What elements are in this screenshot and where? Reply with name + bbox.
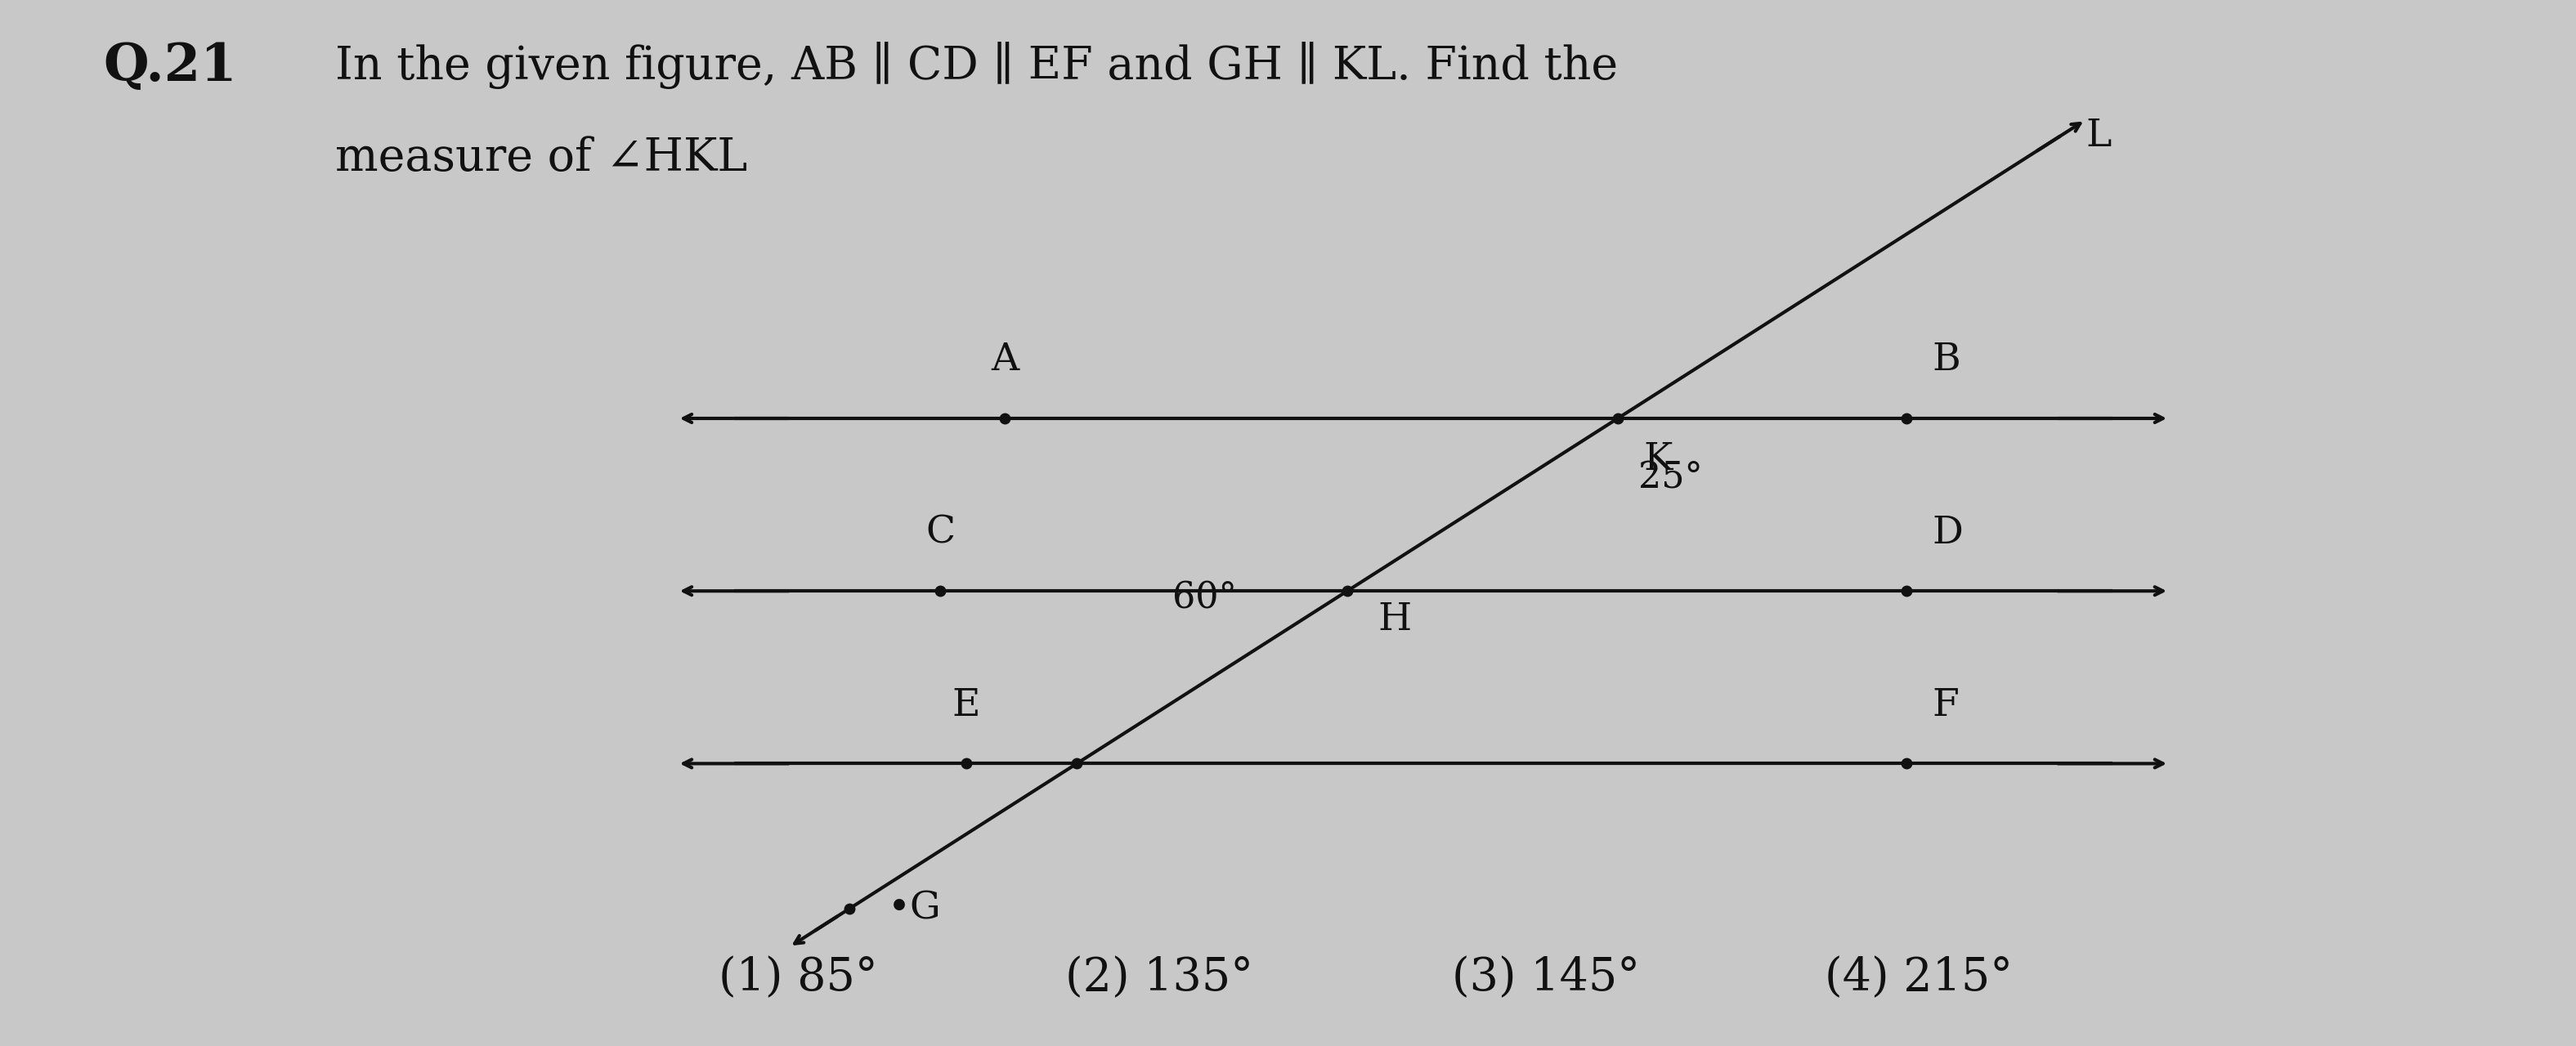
- Text: Q.21: Q.21: [103, 42, 237, 92]
- Text: E: E: [953, 687, 979, 724]
- Text: (4) 215°: (4) 215°: [1826, 956, 2012, 1000]
- Text: B: B: [1932, 342, 1960, 379]
- Text: measure of ∠HKL: measure of ∠HKL: [335, 136, 747, 181]
- Text: 25°: 25°: [1638, 460, 1703, 496]
- Text: K: K: [1643, 441, 1672, 478]
- Text: 60°: 60°: [1172, 581, 1236, 616]
- Text: •G: •G: [889, 890, 940, 928]
- Text: H: H: [1378, 601, 1412, 638]
- Text: C: C: [925, 515, 956, 551]
- Text: In the given figure, AB ∥ CD ∥ EF and GH ∥ KL. Find the: In the given figure, AB ∥ CD ∥ EF and GH…: [335, 42, 1618, 89]
- Text: F: F: [1932, 687, 1958, 724]
- Text: L: L: [2087, 117, 2112, 155]
- Text: A: A: [992, 342, 1018, 379]
- Text: (2) 135°: (2) 135°: [1066, 956, 1252, 1000]
- Text: (1) 85°: (1) 85°: [719, 956, 878, 1000]
- Text: (3) 145°: (3) 145°: [1453, 956, 1638, 1000]
- Text: D: D: [1932, 515, 1963, 551]
